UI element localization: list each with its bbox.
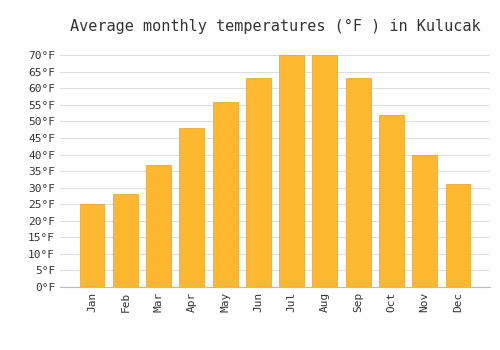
Bar bbox=[113, 194, 138, 287]
Bar bbox=[379, 115, 404, 287]
Title: Average monthly temperatures (°F ) in Kulucak: Average monthly temperatures (°F ) in Ku… bbox=[70, 19, 480, 34]
Bar bbox=[446, 184, 470, 287]
Bar bbox=[279, 55, 304, 287]
Bar bbox=[412, 155, 437, 287]
Bar bbox=[346, 78, 370, 287]
Bar bbox=[246, 78, 271, 287]
Bar bbox=[180, 128, 204, 287]
Bar bbox=[80, 204, 104, 287]
Bar bbox=[312, 55, 338, 287]
Bar bbox=[212, 102, 238, 287]
Bar bbox=[146, 164, 171, 287]
